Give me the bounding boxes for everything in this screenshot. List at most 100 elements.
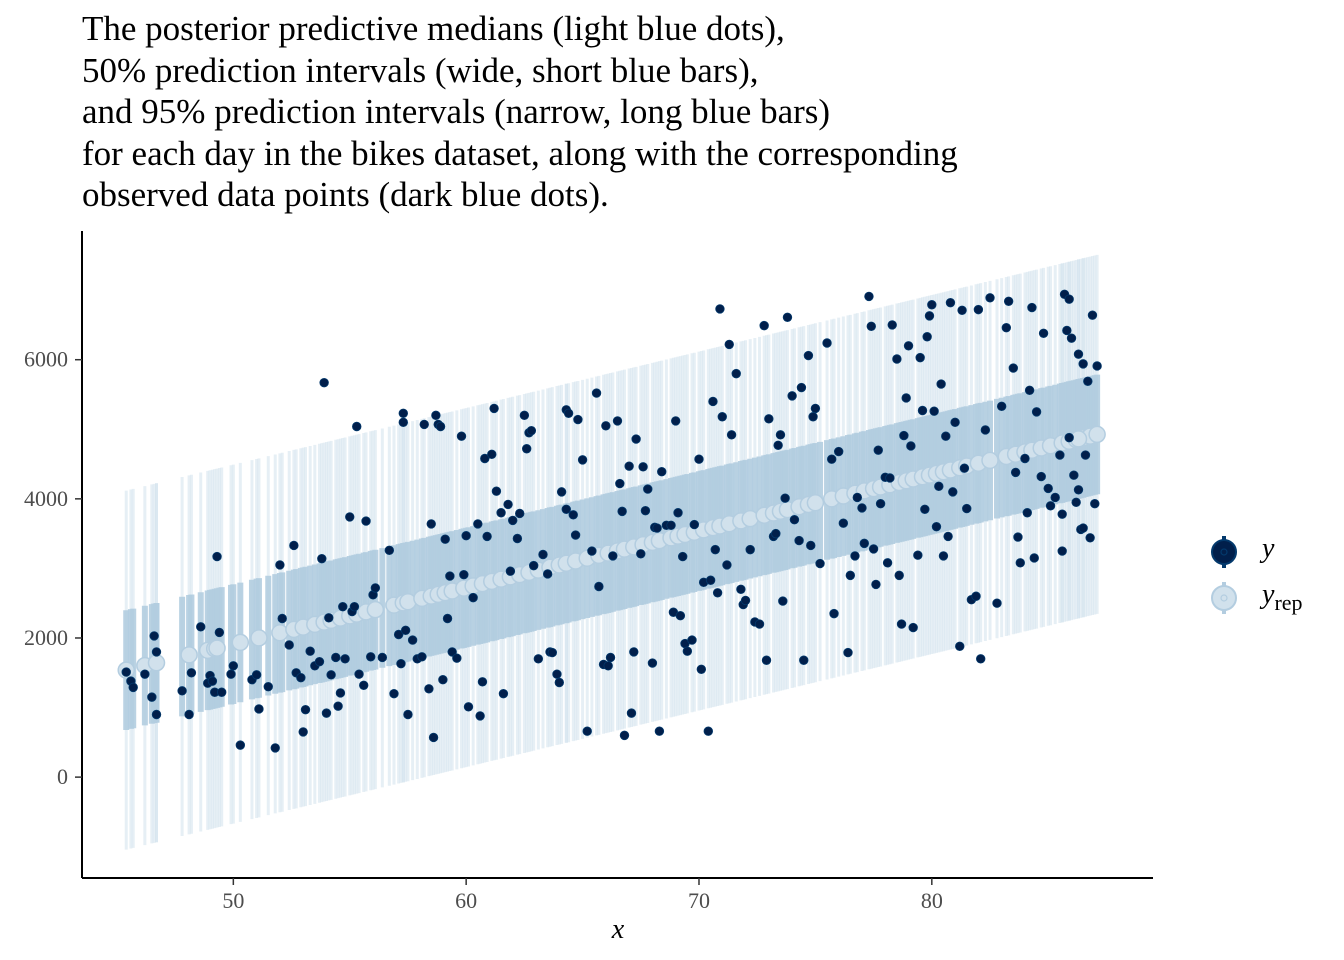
y-tick-label: 6000: [24, 347, 68, 372]
observed-point: [1003, 296, 1014, 306]
observed-point: [556, 487, 567, 497]
observed-point: [1027, 302, 1037, 313]
observed-point: [489, 403, 499, 414]
median-point: [250, 629, 268, 647]
observed-point: [521, 444, 532, 454]
observed-point: [666, 520, 676, 530]
observed-point: [957, 305, 967, 316]
observed-point: [440, 534, 450, 544]
observed-point: [212, 551, 222, 562]
observed-point: [838, 518, 849, 528]
chart-title-line-2: 50% prediction intervals (wide, short bl…: [82, 50, 759, 90]
observed-point: [803, 350, 814, 361]
observed-point: [1010, 467, 1021, 478]
observed-point: [538, 549, 548, 560]
observed-point: [1071, 497, 1081, 508]
observed-point: [948, 487, 958, 497]
legend-item-y: y: [1211, 533, 1275, 568]
observed-point: [228, 661, 239, 671]
observed-point: [636, 549, 646, 559]
observed-point: [254, 704, 264, 714]
legend: y yrep: [1211, 533, 1303, 615]
observed-point: [992, 598, 1002, 608]
observed-point: [1043, 483, 1053, 494]
observed-point: [1038, 328, 1049, 338]
observed-point: [277, 613, 287, 624]
observed-point: [426, 519, 436, 529]
chart-title-line-5: observed data points (dark blue dots).: [82, 175, 609, 214]
observed-point: [186, 668, 197, 678]
observed-point: [843, 647, 853, 658]
legend-yrep-inner-dot: [1220, 594, 1228, 602]
observed-point: [128, 682, 138, 693]
observed-point: [587, 546, 597, 556]
legend-yrep-subscript: rep: [1274, 590, 1302, 615]
observed-point: [482, 531, 492, 542]
chart-title-line-3: and 95% prediction intervals (narrow, lo…: [82, 92, 831, 131]
observed-point: [505, 566, 516, 576]
observed-point: [393, 629, 404, 640]
observed-point: [435, 421, 446, 432]
observed-point: [331, 652, 341, 663]
observed-point: [1001, 323, 1012, 333]
observed-point: [799, 655, 809, 665]
observed-point: [689, 519, 700, 530]
observed-point: [459, 569, 469, 580]
observed-point: [971, 591, 981, 601]
observed-point: [263, 681, 273, 692]
median-point: [208, 639, 226, 657]
observed-point: [871, 579, 881, 590]
observed-point: [845, 570, 856, 581]
observed-point: [794, 535, 804, 546]
observed-point: [317, 553, 327, 564]
observed-point: [1036, 471, 1046, 482]
observed-point: [796, 382, 807, 393]
observed-point: [929, 406, 939, 416]
observed-point-layer: [121, 289, 1102, 753]
observed-point: [959, 463, 970, 473]
observed-point: [300, 704, 311, 715]
observed-point: [922, 332, 932, 342]
observed-point: [417, 652, 427, 662]
observed-point: [207, 676, 218, 686]
observed-point: [654, 726, 665, 736]
observed-point: [899, 430, 909, 441]
observed-point: [352, 421, 362, 432]
observed-point: [1092, 361, 1102, 371]
observed-point: [710, 544, 720, 555]
observed-point: [503, 499, 513, 510]
observed-point: [1073, 349, 1084, 359]
observed-point: [573, 414, 583, 425]
observed-point: [321, 708, 332, 718]
observed-point: [673, 508, 683, 518]
observed-point: [214, 627, 225, 638]
observed-point: [915, 352, 925, 363]
observed-point: [431, 410, 441, 421]
observed-point: [319, 377, 329, 388]
observed-point: [671, 416, 681, 426]
legend-y-dot: [1211, 539, 1237, 565]
x-tick-label: 70: [688, 888, 710, 913]
observed-point: [1064, 432, 1074, 443]
observed-point: [652, 523, 662, 533]
observed-point: [370, 583, 381, 593]
observed-point: [810, 403, 821, 414]
observed-point: [736, 584, 746, 594]
observed-point: [1078, 359, 1088, 369]
chart-title-line-1: The posterior predictive medians (light …: [82, 9, 785, 48]
observed-point: [1057, 546, 1067, 556]
x-tick-label: 50: [222, 888, 244, 913]
observed-point: [324, 613, 334, 623]
observed-point: [235, 740, 246, 750]
legend-y-label: y: [1259, 533, 1275, 564]
observed-point: [806, 540, 816, 551]
median-point: [366, 600, 385, 619]
observed-point: [591, 388, 602, 398]
observed-point: [447, 647, 457, 657]
observed-point: [605, 652, 616, 663]
observed-point: [629, 647, 639, 657]
observed-point: [612, 416, 623, 426]
observed-point: [789, 515, 800, 525]
median-point: [981, 451, 999, 470]
observed-point: [519, 410, 530, 421]
